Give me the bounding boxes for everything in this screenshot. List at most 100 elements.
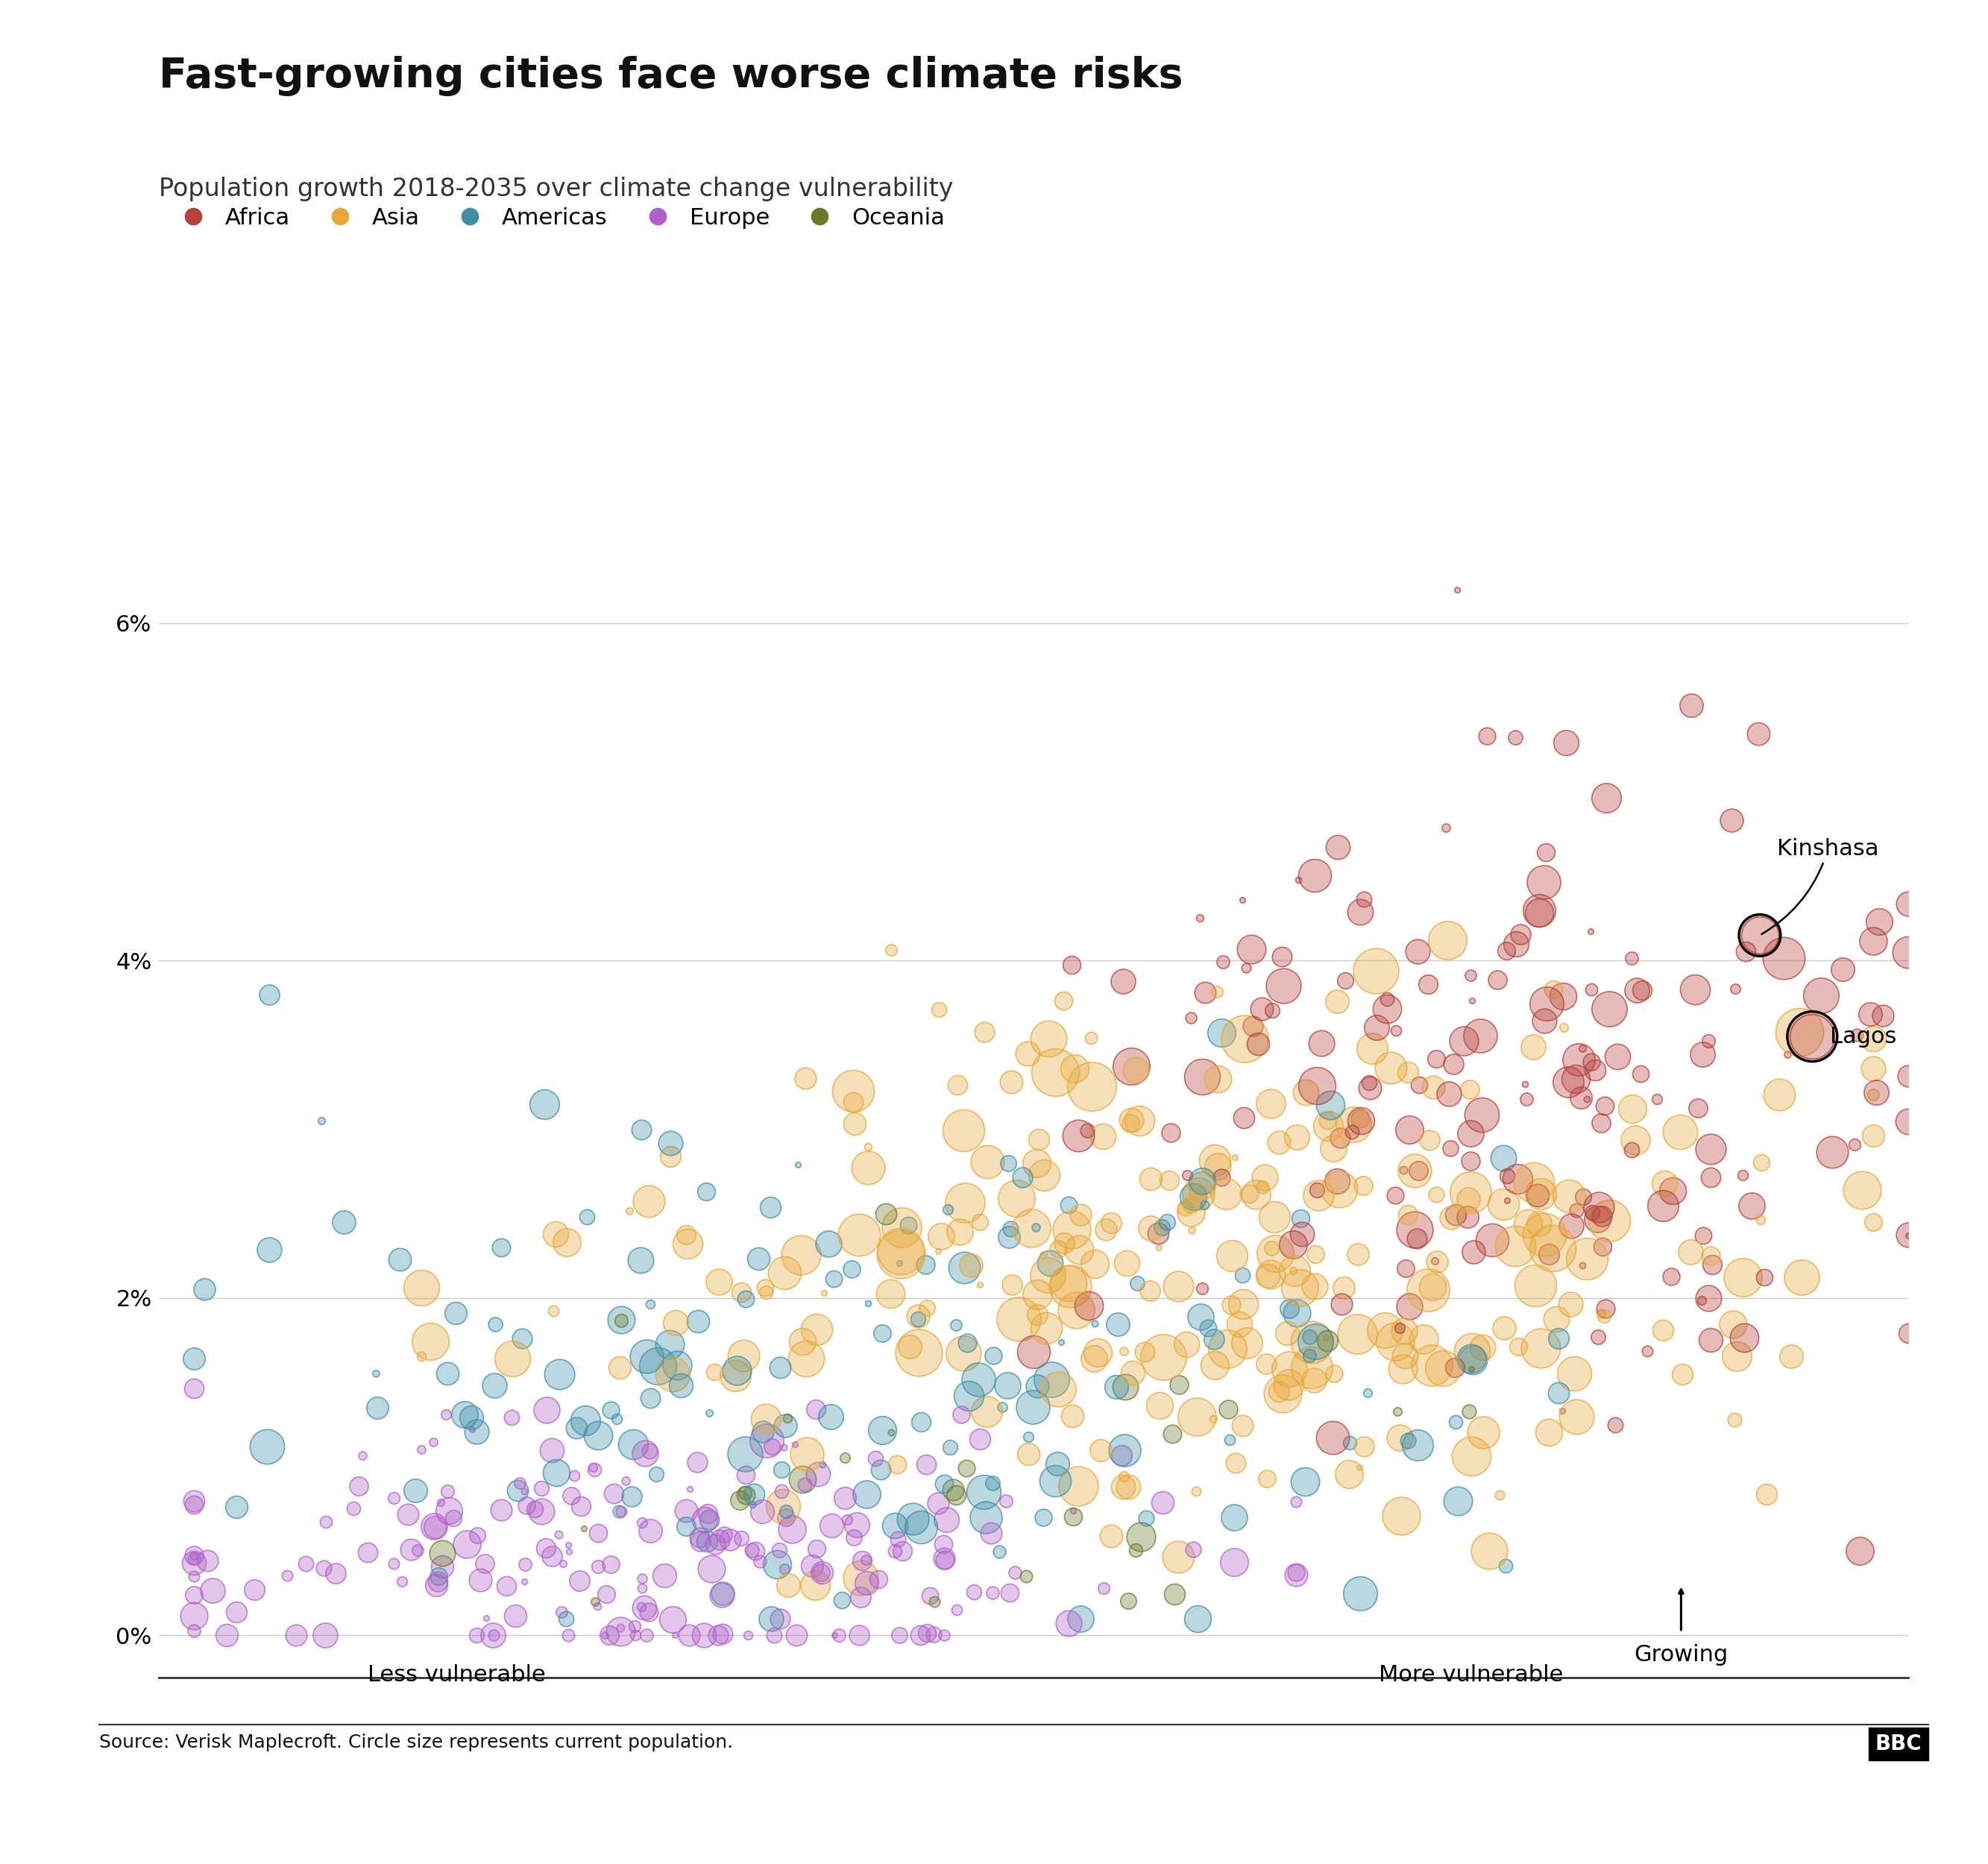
Point: [918, 1586, 950, 1616]
Point: [1411, 1275, 1443, 1305]
Point: [290, 1549, 322, 1579]
Point: [948, 1187, 980, 1217]
Point: [626, 1508, 658, 1538]
Point: [1219, 1502, 1250, 1532]
Point: [730, 1460, 761, 1489]
Point: [1211, 1180, 1242, 1210]
Point: [922, 1487, 954, 1517]
Point: [1231, 953, 1262, 982]
Point: [1491, 936, 1523, 966]
Point: [1058, 1502, 1089, 1532]
Point: [1525, 1178, 1557, 1208]
Point: [1797, 1021, 1829, 1051]
Point: [763, 1351, 795, 1381]
Point: [996, 1066, 1028, 1096]
Point: [626, 1592, 658, 1622]
Point: [1207, 947, 1239, 977]
Point: [1543, 1323, 1574, 1353]
Point: [555, 1482, 586, 1512]
Point: [1189, 1189, 1221, 1219]
Text: BBC: BBC: [1875, 1734, 1922, 1754]
Point: [1322, 1167, 1354, 1197]
Point: [1451, 1184, 1483, 1213]
Point: [779, 1430, 811, 1460]
Point: [851, 1568, 883, 1597]
Point: [1467, 1333, 1499, 1363]
Point: [986, 1392, 1018, 1422]
Point: [1767, 943, 1799, 973]
Point: [1185, 1061, 1217, 1090]
Point: [1056, 1402, 1087, 1432]
Point: [362, 1392, 394, 1422]
Point: [1101, 1310, 1133, 1340]
Point: [1262, 1376, 1294, 1405]
Point: [1620, 1126, 1652, 1156]
Point: [1392, 1057, 1423, 1087]
Point: [1312, 1111, 1344, 1141]
Point: [1783, 1018, 1815, 1048]
Point: [616, 1482, 648, 1512]
Point: [1227, 885, 1258, 915]
Point: [1119, 1055, 1151, 1085]
Text: Fast-growing cities face worse climate risks: Fast-growing cities face worse climate r…: [159, 56, 1183, 97]
Point: [1841, 1020, 1873, 1049]
Point: [1586, 1200, 1618, 1230]
Point: [342, 1471, 374, 1501]
Point: [1664, 1117, 1696, 1146]
Point: [525, 1474, 557, 1504]
Point: [875, 1417, 907, 1446]
Point: [753, 1193, 785, 1223]
Point: [1054, 1271, 1085, 1301]
Point: [1648, 1169, 1680, 1199]
Point: [1453, 1074, 1485, 1103]
Point: [1280, 1122, 1312, 1152]
Point: [843, 1620, 875, 1650]
Point: [1131, 1502, 1163, 1532]
Text: Kinshasa: Kinshasa: [1761, 837, 1879, 934]
Point: [1312, 1325, 1344, 1355]
Point: [851, 1478, 883, 1508]
Point: [1237, 934, 1268, 964]
Point: [749, 1426, 781, 1456]
Point: [1541, 1305, 1573, 1335]
Point: [1588, 1090, 1620, 1120]
Point: [553, 1538, 584, 1568]
Point: [1400, 1156, 1431, 1186]
Point: [1159, 1579, 1191, 1609]
Point: [1290, 1467, 1322, 1497]
Point: [738, 1480, 769, 1510]
Text: Less vulnerable: Less vulnerable: [368, 1665, 545, 1685]
Point: [1433, 1079, 1465, 1109]
Point: [1380, 1327, 1411, 1357]
Point: [1861, 1077, 1893, 1107]
Point: [1658, 1176, 1690, 1206]
Point: [604, 1612, 636, 1642]
Point: [875, 936, 907, 966]
Point: [688, 1620, 720, 1650]
Point: [604, 1305, 636, 1335]
Point: [769, 1555, 801, 1584]
Point: [1258, 1202, 1290, 1232]
Point: [1306, 1029, 1338, 1059]
Point: [1686, 1286, 1718, 1316]
Point: [1517, 1167, 1549, 1197]
Point: [730, 1480, 761, 1510]
Point: [221, 1491, 252, 1521]
Point: [582, 1420, 614, 1450]
Point: [1036, 1364, 1068, 1394]
Point: [427, 1538, 459, 1568]
Point: [1893, 889, 1924, 919]
Point: [1694, 1133, 1726, 1163]
Point: [728, 1340, 759, 1370]
Point: [191, 1545, 223, 1575]
Point: [1227, 1260, 1258, 1290]
Point: [1716, 805, 1747, 835]
Point: [1151, 1208, 1183, 1238]
Point: [630, 1620, 662, 1650]
Point: [1678, 975, 1710, 1005]
Point: [479, 1310, 511, 1340]
Point: [1893, 1221, 1924, 1251]
Point: [922, 1236, 954, 1266]
Point: [755, 1603, 787, 1633]
Point: [1107, 966, 1139, 995]
